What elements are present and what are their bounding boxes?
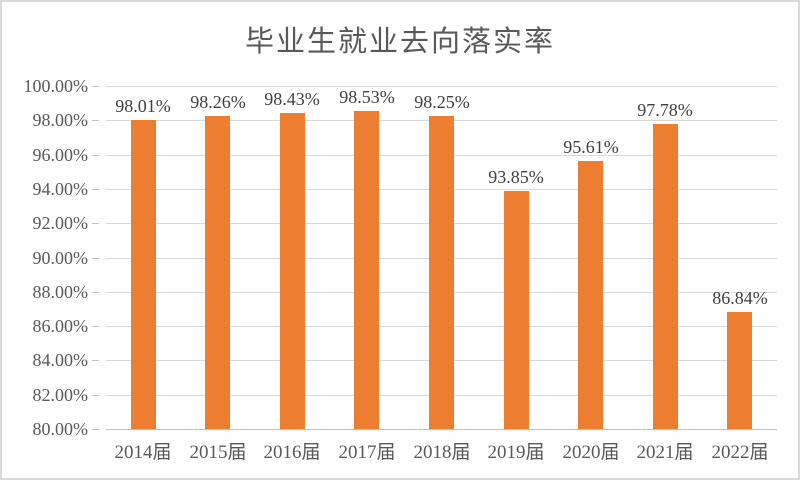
bar	[653, 124, 678, 429]
gridline	[106, 86, 777, 87]
y-axis-tick-label: 96.00%	[32, 145, 89, 165]
bar-value-label: 98.43%	[264, 89, 320, 109]
bar	[280, 113, 305, 429]
y-axis-tick	[92, 86, 99, 87]
y-axis-tick	[92, 326, 99, 327]
y-axis-tick-label: 92.00%	[32, 213, 89, 233]
bar-value-label: 98.01%	[115, 96, 171, 116]
x-axis-category-label: 2015届	[189, 442, 247, 463]
y-axis-tick	[92, 189, 99, 190]
x-axis-category-label: 2021届	[636, 442, 694, 463]
x-axis-category-label: 2020届	[562, 442, 620, 463]
x-axis-category-label: 2019届	[487, 442, 545, 463]
y-axis-tick-label: 90.00%	[32, 248, 89, 268]
y-axis-tick-label: 86.00%	[32, 316, 89, 336]
bar	[504, 191, 529, 429]
bar-value-label: 93.85%	[488, 167, 544, 187]
y-axis-tick	[92, 429, 99, 430]
y-axis-tick-label: 100.00%	[23, 76, 89, 96]
bar	[205, 116, 230, 429]
y-axis-tick	[92, 155, 99, 156]
x-axis-category-label: 2022届	[711, 442, 769, 463]
y-axis-tick	[92, 395, 99, 396]
x-axis-category-label: 2016届	[263, 442, 321, 463]
x-axis-category-label: 2014届	[114, 442, 172, 463]
x-axis-category-label: 2017届	[338, 442, 396, 463]
bar	[429, 116, 454, 429]
bar-value-label: 95.61%	[563, 137, 619, 157]
y-axis-tick	[92, 120, 99, 121]
y-axis-tick	[92, 223, 99, 224]
x-axis-line	[106, 429, 777, 430]
y-axis-tick-label: 94.00%	[32, 179, 89, 199]
y-axis-tick-label: 88.00%	[32, 282, 89, 302]
bar-value-label: 97.78%	[637, 100, 693, 120]
y-axis-tick-label: 98.00%	[32, 110, 89, 130]
chart-title: 毕业生就业去向落实率	[244, 26, 555, 58]
x-axis-category-label: 2018届	[413, 442, 471, 463]
y-axis-tick	[92, 292, 99, 293]
bar	[354, 111, 379, 429]
bar	[131, 120, 156, 429]
bar-value-label: 98.26%	[190, 92, 246, 112]
bar-value-label: 86.84%	[712, 288, 768, 308]
bar	[727, 312, 752, 429]
bar-value-label: 98.25%	[414, 92, 470, 112]
y-axis-tick-label: 84.00%	[32, 350, 89, 370]
y-axis-tick	[92, 360, 99, 361]
y-axis-tick-label: 80.00%	[32, 419, 89, 439]
y-axis-tick-label: 82.00%	[32, 385, 89, 405]
bar	[578, 161, 603, 429]
bar-value-label: 98.53%	[339, 87, 395, 107]
y-axis-tick	[92, 258, 99, 259]
